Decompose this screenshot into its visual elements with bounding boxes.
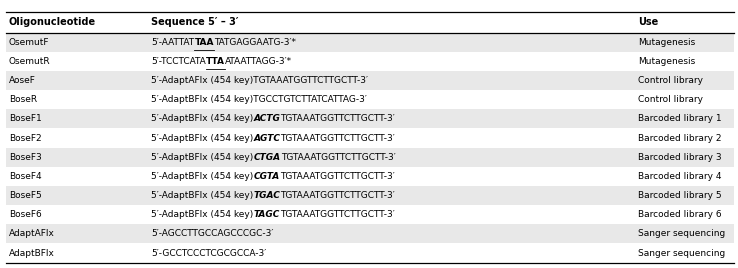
Text: AoseF: AoseF: [9, 76, 35, 85]
Text: 5′-AdaptAFlx (454 key)TGTAAATGGTTCTTGCTT-3′: 5′-AdaptAFlx (454 key)TGTAAATGGTTCTTGCTT…: [151, 76, 368, 85]
Text: BoseF4: BoseF4: [9, 172, 41, 181]
Text: Oligonucleotide: Oligonucleotide: [9, 17, 96, 27]
Text: BoseR: BoseR: [9, 95, 37, 104]
Text: 5′-AdaptBFlx (454 key): 5′-AdaptBFlx (454 key): [151, 114, 254, 123]
Text: AGTC: AGTC: [254, 133, 280, 143]
Text: TAA: TAA: [194, 38, 214, 47]
Text: 5′-AGCCTTGCCAGCCCGC-3′: 5′-AGCCTTGCCAGCCCGC-3′: [151, 229, 274, 238]
Text: Sanger sequencing: Sanger sequencing: [638, 248, 725, 258]
Text: BoseF6: BoseF6: [9, 210, 41, 219]
Text: Mutagenesis: Mutagenesis: [638, 57, 696, 66]
Text: BoseF5: BoseF5: [9, 191, 41, 200]
Text: AdaptAFlx: AdaptAFlx: [9, 229, 55, 238]
Bar: [6, 224, 734, 243]
Text: OsemutF: OsemutF: [9, 38, 49, 47]
Text: Mutagenesis: Mutagenesis: [638, 38, 696, 47]
Text: 5′-AdaptBFlx (454 key): 5′-AdaptBFlx (454 key): [151, 133, 254, 143]
Text: TGTAAATGGTTCTTGCTT-3′: TGTAAATGGTTCTTGCTT-3′: [280, 133, 396, 143]
Text: 5′-TCCTCATA: 5′-TCCTCATA: [151, 57, 206, 66]
Text: 5′-AATTAT: 5′-AATTAT: [151, 38, 194, 47]
Text: BoseF3: BoseF3: [9, 153, 41, 162]
Text: 5′-AdaptBFlx (454 key): 5′-AdaptBFlx (454 key): [151, 172, 254, 181]
Text: BoseF2: BoseF2: [9, 133, 41, 143]
Text: Barcoded library 2: Barcoded library 2: [638, 133, 722, 143]
Text: Use: Use: [638, 17, 658, 27]
Text: Barcoded library 3: Barcoded library 3: [638, 153, 722, 162]
Bar: [6, 148, 734, 167]
Text: 5′-AdaptBFlx (454 key)TGCCTGTCTTATCATTAG-3′: 5′-AdaptBFlx (454 key)TGCCTGTCTTATCATTAG…: [151, 95, 368, 104]
Text: Sequence 5′ – 3′: Sequence 5′ – 3′: [151, 17, 239, 27]
Text: Sanger sequencing: Sanger sequencing: [638, 229, 725, 238]
Text: Control library: Control library: [638, 76, 703, 85]
Bar: [6, 71, 734, 90]
Text: TATGAGGAATG-3′*: TATGAGGAATG-3′*: [214, 38, 296, 47]
Text: ATAATTAGG-3′*: ATAATTAGG-3′*: [225, 57, 292, 66]
Bar: [6, 109, 734, 128]
Text: TAGC: TAGC: [254, 210, 280, 219]
Text: Barcoded library 6: Barcoded library 6: [638, 210, 722, 219]
Text: AdaptBFlx: AdaptBFlx: [9, 248, 55, 258]
Text: OsemutR: OsemutR: [9, 57, 50, 66]
Text: 5′-GCCTCCCTCGCGCCA-3′: 5′-GCCTCCCTCGCGCCA-3′: [151, 248, 266, 258]
Text: Barcoded library 4: Barcoded library 4: [638, 172, 722, 181]
Text: CTGA: CTGA: [254, 153, 280, 162]
Text: ACTG: ACTG: [254, 114, 280, 123]
Bar: [6, 186, 734, 205]
Text: TGTAAATGGTTCTTGCTT-3′: TGTAAATGGTTCTTGCTT-3′: [280, 153, 396, 162]
Text: TGTAAATGGTTCTTGCTT-3′: TGTAAATGGTTCTTGCTT-3′: [280, 191, 395, 200]
Text: TTA: TTA: [206, 57, 225, 66]
Text: Control library: Control library: [638, 95, 703, 104]
Text: TGTAAATGGTTCTTGCTT-3′: TGTAAATGGTTCTTGCTT-3′: [280, 114, 395, 123]
Text: 5′-AdaptBFlx (454 key): 5′-AdaptBFlx (454 key): [151, 191, 254, 200]
Text: TGTAAATGGTTCTTGCTT-3′: TGTAAATGGTTCTTGCTT-3′: [280, 172, 395, 181]
Text: Barcoded library 5: Barcoded library 5: [638, 191, 722, 200]
Text: CGTA: CGTA: [254, 172, 280, 181]
Text: 5′-AdaptBFlx (454 key): 5′-AdaptBFlx (454 key): [151, 153, 254, 162]
Text: BoseF1: BoseF1: [9, 114, 41, 123]
Text: Barcoded library 1: Barcoded library 1: [638, 114, 722, 123]
Text: TGTAAATGGTTCTTGCTT-3′: TGTAAATGGTTCTTGCTT-3′: [280, 210, 395, 219]
Bar: [6, 33, 734, 52]
Text: 5′-AdaptBFlx (454 key): 5′-AdaptBFlx (454 key): [151, 210, 254, 219]
Text: TGAC: TGAC: [254, 191, 280, 200]
